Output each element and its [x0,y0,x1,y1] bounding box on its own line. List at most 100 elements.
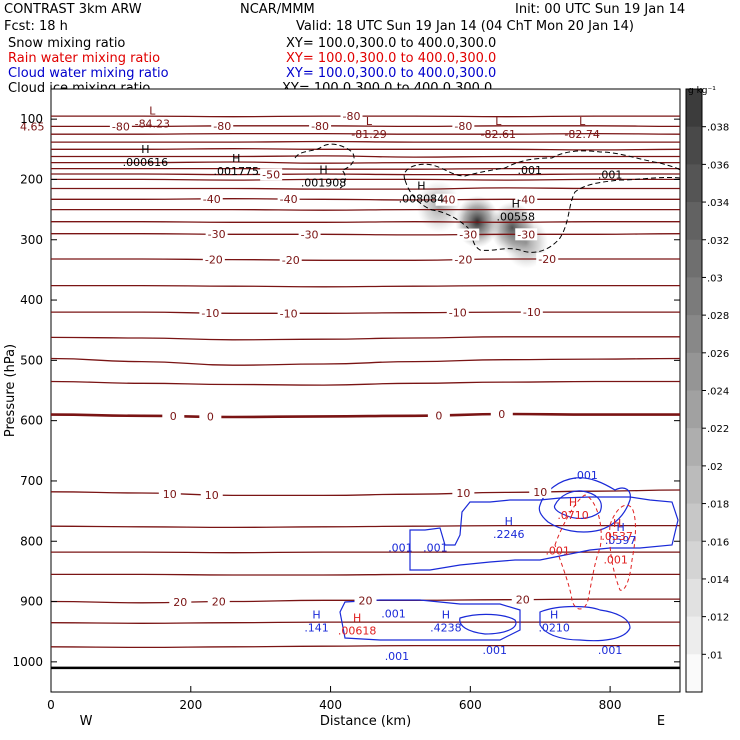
colorbar-swatch [686,126,702,165]
temperature-label-bg [109,120,132,133]
temperature-label-bg [435,193,458,206]
temperature-contour--40-11 [51,198,680,201]
west-label: W [80,714,93,729]
temperature-label: -20 [282,254,300,267]
temperature-contour-10-24 [51,551,680,554]
cloud-contour-label-3: .001 [381,608,406,621]
rain-extremum-1-value: .0537 [601,530,633,543]
y-tick-label: 100 [20,112,43,126]
cloud-contour-core-inner [553,490,602,519]
temperature-extremum-1-symbol: L [149,105,156,118]
colorbar-tick-label: .018 [707,500,729,511]
temperature-label-bg [207,595,230,608]
temperature-label: -30 [459,229,477,242]
colorbar-tick-label: .03 [707,273,723,284]
temperature-label: -80 [213,120,231,133]
x-tick-label: 800 [599,698,622,712]
temperature-contour--10-19 [51,357,680,366]
forecast-hour: Fcst: 18 h [4,19,68,34]
rain-extremum-1-symbol: H [613,517,621,530]
cloud-extremum-3-value: .4238 [430,622,462,635]
temperature-contour--10-18 [51,336,680,341]
temperature-contour--70-2 [51,132,680,135]
temperature-label-bg [490,408,513,421]
temperature-label-bg [205,228,228,241]
temperature-contour--70-4 [51,148,680,151]
y-tick-label: 900 [20,595,43,609]
temperature-label: 20 [212,596,226,609]
cloud-extremum-1-value: .0597 [605,534,637,547]
temperature-label-bg [529,485,552,498]
cloud-contour-core [538,477,631,533]
rain-contour-label-0: .001 [545,544,570,557]
temperature-label: -20 [454,254,472,267]
ice-extremum-0-symbol: H [141,143,149,156]
temperature-label-bg [309,119,332,132]
temperature-label-bg [158,487,181,500]
field-cloud-water-xy: XY= 100.0,300.0 to 400.0,300.0 [286,66,497,81]
temperature-extremum-4-value: -82.74 [564,128,599,141]
temperature-contour-20-28 [51,644,680,649]
temperature-label-bg [202,253,225,266]
temperature-label: -30 [301,228,319,241]
colorbar-swatch [686,277,702,316]
ice-contour-label-1: .001 [598,169,623,182]
colorbar-swatch [686,352,702,391]
temperature-label-bg [277,307,300,320]
cloud-extremum-2-value: .141 [304,622,329,635]
temperature-contour--40-10 [51,187,680,190]
cloud-contour-label-4: .001 [385,650,410,663]
temperature-label: -20 [205,254,223,267]
temperature-label-bg [427,409,450,422]
temperature-label: -10 [280,307,298,320]
x-tick-label: 200 [179,698,202,712]
colorbar-swatch [686,164,702,203]
colorbar-swatch [686,428,702,467]
temperature-label-bg [446,306,469,319]
temperature-label: -20 [538,253,556,266]
temperature-extremum-2-symbol: L [366,115,373,128]
temperature-label: 0 [435,409,442,422]
temperature-label: 20 [359,594,373,607]
ice-contour-main [403,150,680,253]
y-tick-label: 1000 [12,655,43,669]
temperature-label: 10 [205,489,219,502]
colorbar-tick-label: .014 [707,575,729,586]
ice-extremum-4-symbol: H [512,197,520,210]
temperature-contour--30-12 [51,208,680,211]
temperature-label: 0 [498,408,505,421]
cloud-extremum-0-symbol: H [505,515,513,528]
temperature-label-bg [515,193,538,206]
rain-extremum-2-symbol: H [353,612,361,625]
temperature-label: -30 [517,228,535,241]
temperature-label-bg [536,253,559,266]
ice-extremum-4-value: .00558 [497,210,536,223]
cloud-extremum-3-symbol: H [442,609,450,622]
cloud-contour-label-2: .001 [573,469,598,482]
temperature-label: -40 [203,193,221,206]
colorbar-tick-label: .036 [707,160,729,171]
colorbar-swatch [686,315,702,354]
temperature-label: 0 [170,410,177,423]
colorbar-swatch [686,503,702,542]
y-tick-label: 700 [20,474,43,488]
rain-extremum-0-value: .0710 [557,509,589,522]
field-rain-xy: XY= 100.0,300.0 to 400.0,300.0 [286,51,497,66]
ice-contour-upper [294,143,355,189]
temperature-label: -40 [280,193,298,206]
colorbar-tick-label: .034 [707,198,729,209]
cloud-contour-label-6: .001 [598,644,623,657]
cloud-contour-label-1: .001 [423,541,448,554]
y-tick-label: 800 [20,534,43,548]
ice-contour-label-0: .001 [517,164,542,177]
temperature-label-bg [279,254,302,267]
temperature-label-bg [199,307,222,320]
temperature-label: -30 [208,228,226,241]
cloud-contour-inner-low [459,613,517,635]
colorbar-swatch [686,390,702,429]
org-label: NCAR/MMM [240,2,315,17]
y-tick-label: 300 [20,233,43,247]
colorbar-tick-label: .028 [707,311,729,322]
cloud-extremum-0-value: .2246 [493,528,525,541]
x-tick-label: 0 [47,698,55,712]
